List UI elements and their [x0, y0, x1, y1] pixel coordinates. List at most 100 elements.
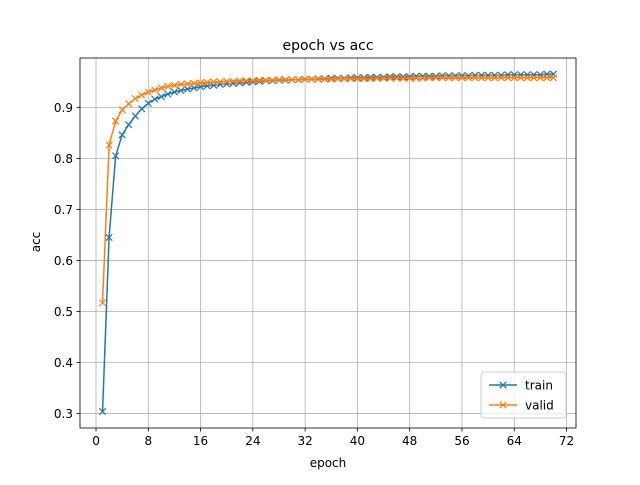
data-point-valid — [164, 82, 172, 91]
y-tick-label: 0.5 — [54, 305, 73, 319]
data-point-valid — [471, 74, 479, 82]
data-point-valid — [334, 75, 342, 83]
x-tick-label: 8 — [144, 434, 152, 448]
data-point-valid — [379, 74, 388, 82]
data-point-train — [151, 95, 159, 103]
y-tick-label: 0.8 — [54, 152, 73, 166]
data-point-train — [98, 407, 107, 416]
data-point-valid — [510, 74, 518, 82]
data-point-valid — [477, 74, 486, 82]
data-point-valid — [203, 78, 211, 86]
data-point-train — [105, 233, 113, 242]
legend-label: train — [525, 379, 553, 393]
data-point-valid — [196, 79, 205, 87]
data-point-valid — [242, 77, 250, 85]
data-point-train — [504, 71, 512, 79]
x-tick-label: 0 — [92, 434, 100, 448]
data-point-valid — [530, 74, 538, 82]
data-point-train — [255, 77, 264, 85]
data-point-valid — [111, 117, 120, 125]
data-point-train — [360, 74, 368, 82]
y-tick-label: 0.6 — [54, 254, 73, 268]
tick-layer: 0 8 16 24 32 40 48 56 64 72 0.3 0.4 0.5 0.6 0.7 0.8 0.9 — [54, 101, 574, 448]
data-point-valid — [425, 74, 433, 82]
data-point-valid — [157, 84, 165, 92]
data-point-train — [249, 78, 257, 86]
data-point-valid — [125, 100, 133, 108]
data-point-valid — [392, 74, 401, 82]
data-point-valid — [294, 76, 303, 84]
data-point-valid — [497, 74, 505, 82]
data-point-valid — [484, 74, 492, 82]
data-point-train — [510, 71, 518, 79]
y-tick-label: 0.4 — [54, 356, 73, 370]
data-point-valid — [281, 76, 290, 84]
data-point-train — [353, 74, 362, 82]
legend-item-valid: valid — [489, 399, 554, 413]
data-point-valid — [210, 78, 218, 86]
data-point-train — [177, 86, 185, 95]
x-tick-label: 56 — [454, 434, 469, 448]
data-point-valid — [458, 74, 466, 82]
data-point-valid — [144, 88, 152, 96]
data-point-valid — [445, 74, 453, 82]
data-point-valid — [288, 76, 296, 84]
chart-title: epoch vs acc — [282, 38, 373, 54]
data-point-valid — [373, 74, 381, 82]
data-point-valid — [321, 75, 329, 83]
data-point-valid — [151, 86, 159, 94]
y-tick-label: 0.9 — [54, 101, 73, 115]
data-point-valid — [327, 75, 335, 83]
data-point-train — [536, 71, 545, 79]
x-tick-label: 40 — [350, 434, 365, 448]
data-point-valid — [223, 77, 231, 85]
data-point-train — [131, 112, 139, 120]
data-point-valid — [504, 74, 512, 82]
data-point-valid — [419, 74, 427, 82]
data-point-valid — [183, 80, 192, 88]
data-point-valid — [301, 75, 309, 83]
data-point-valid — [131, 95, 139, 103]
data-point-valid — [347, 75, 355, 83]
data-point-valid — [360, 75, 368, 83]
x-axis-label: epoch — [310, 456, 347, 470]
data-point-valid — [549, 74, 558, 82]
y-axis-label: acc — [29, 232, 43, 253]
data-point-valid — [216, 78, 224, 86]
data-point-valid — [268, 76, 277, 84]
data-point-valid — [543, 74, 551, 82]
data-point-valid — [229, 77, 237, 85]
y-tick-label: 0.7 — [54, 203, 73, 217]
data-point-valid — [275, 76, 283, 84]
plot-frame — [79, 57, 577, 429]
data-point-valid — [432, 74, 440, 82]
data-point-train — [118, 131, 126, 139]
x-tick-label: 24 — [245, 434, 260, 448]
legend: train valid — [480, 371, 567, 419]
data-point-valid — [105, 141, 113, 149]
legend-marker-icon — [499, 401, 507, 409]
data-point-valid — [464, 74, 473, 82]
data-point-valid — [308, 75, 316, 83]
data-point-train — [144, 99, 152, 107]
data-point-valid — [366, 75, 375, 83]
data-point-valid — [536, 74, 545, 82]
data-point-train — [379, 73, 388, 81]
data-point-valid — [399, 74, 407, 82]
data-point-train — [517, 71, 525, 79]
x-tick-label: 64 — [507, 434, 522, 448]
data-point-train — [138, 105, 146, 113]
data-point-train — [125, 121, 133, 129]
data-point-train — [373, 73, 381, 81]
data-point-train — [327, 74, 335, 82]
legend-label: valid — [525, 399, 554, 413]
series-layer — [98, 70, 558, 416]
data-point-train — [164, 90, 172, 98]
data-point-train — [157, 93, 165, 101]
data-point-valid — [177, 80, 185, 89]
legend-marker-icon — [499, 381, 507, 389]
y-tick-label: 0.3 — [54, 407, 73, 421]
data-point-valid — [406, 74, 414, 82]
